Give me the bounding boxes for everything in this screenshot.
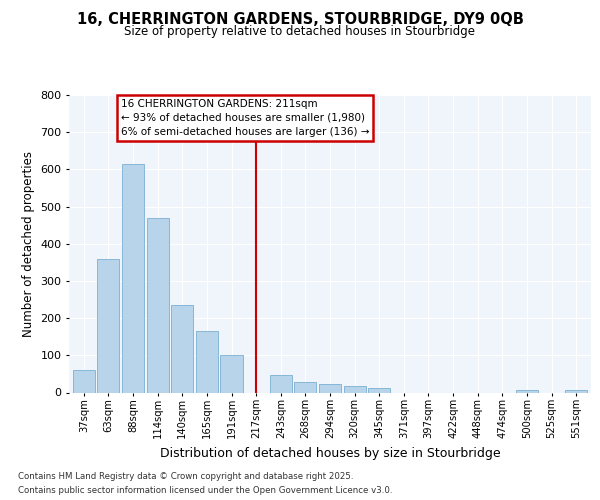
Y-axis label: Number of detached properties: Number of detached properties [22,151,35,337]
Text: 16 CHERRINGTON GARDENS: 211sqm
← 93% of detached houses are smaller (1,980)
6% o: 16 CHERRINGTON GARDENS: 211sqm ← 93% of … [121,98,369,136]
Bar [97,258,119,392]
Bar [294,382,316,392]
Bar [220,356,242,393]
Bar [122,164,144,392]
Bar [146,218,169,392]
X-axis label: Distribution of detached houses by size in Stourbridge: Distribution of detached houses by size … [160,447,500,460]
Text: Size of property relative to detached houses in Stourbridge: Size of property relative to detached ho… [125,25,476,38]
Bar [73,370,95,392]
Bar [171,305,193,392]
Bar [516,390,538,392]
Bar [344,386,366,392]
Bar [196,331,218,392]
Bar [269,375,292,392]
Bar [565,390,587,392]
Text: Contains public sector information licensed under the Open Government Licence v3: Contains public sector information licen… [18,486,392,495]
Bar [368,388,391,392]
Bar [319,384,341,392]
Text: Contains HM Land Registry data © Crown copyright and database right 2025.: Contains HM Land Registry data © Crown c… [18,472,353,481]
Text: 16, CHERRINGTON GARDENS, STOURBRIDGE, DY9 0QB: 16, CHERRINGTON GARDENS, STOURBRIDGE, DY… [77,12,523,28]
